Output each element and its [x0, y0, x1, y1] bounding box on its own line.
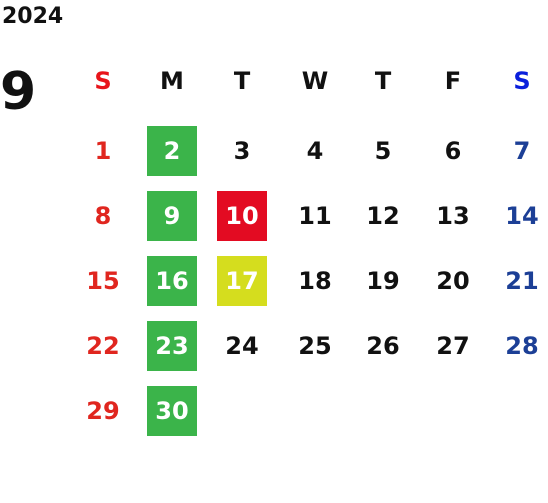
highlighted-day: 17 [217, 256, 267, 306]
day-cell: 13 [436, 202, 470, 230]
day-cell: 26 [366, 332, 400, 360]
highlighted-day: 23 [147, 321, 197, 371]
day-cell: 27 [436, 332, 470, 360]
weekday-label: F [444, 67, 462, 95]
weekday-label: S [513, 67, 531, 95]
day-cell: 25 [298, 332, 332, 360]
day-cell: 29 [86, 397, 120, 425]
day-cell: 18 [298, 267, 332, 295]
weekday-label: T [374, 67, 392, 95]
day-cell: 5 [374, 137, 392, 165]
day-cell: 20 [436, 267, 470, 295]
day-cell: 3 [233, 137, 251, 165]
day-cell: 24 [225, 332, 259, 360]
day-cell: 1 [94, 137, 112, 165]
highlighted-day: 9 [147, 191, 197, 241]
day-cell: 11 [298, 202, 332, 230]
day-cell: 15 [86, 267, 120, 295]
day-cell: 12 [366, 202, 400, 230]
day-cell: 22 [86, 332, 120, 360]
weekday-label: T [233, 67, 251, 95]
month: 9 [0, 62, 37, 122]
highlighted-day: 2 [147, 126, 197, 176]
year: 2024 [2, 4, 64, 29]
highlighted-day: 16 [147, 256, 197, 306]
day-cell: 8 [94, 202, 112, 230]
day-cell: 28 [505, 332, 539, 360]
weekday-label: W [301, 67, 329, 95]
day-cell: 4 [306, 137, 324, 165]
day-cell: 7 [513, 137, 531, 165]
day-cell: 19 [366, 267, 400, 295]
weekday-label: M [160, 67, 184, 95]
day-cell: 21 [505, 267, 539, 295]
day-cell: 6 [444, 137, 462, 165]
day-cell: 14 [505, 202, 539, 230]
highlighted-day: 30 [147, 386, 197, 436]
weekday-label: S [94, 67, 112, 95]
highlighted-day: 10 [217, 191, 267, 241]
